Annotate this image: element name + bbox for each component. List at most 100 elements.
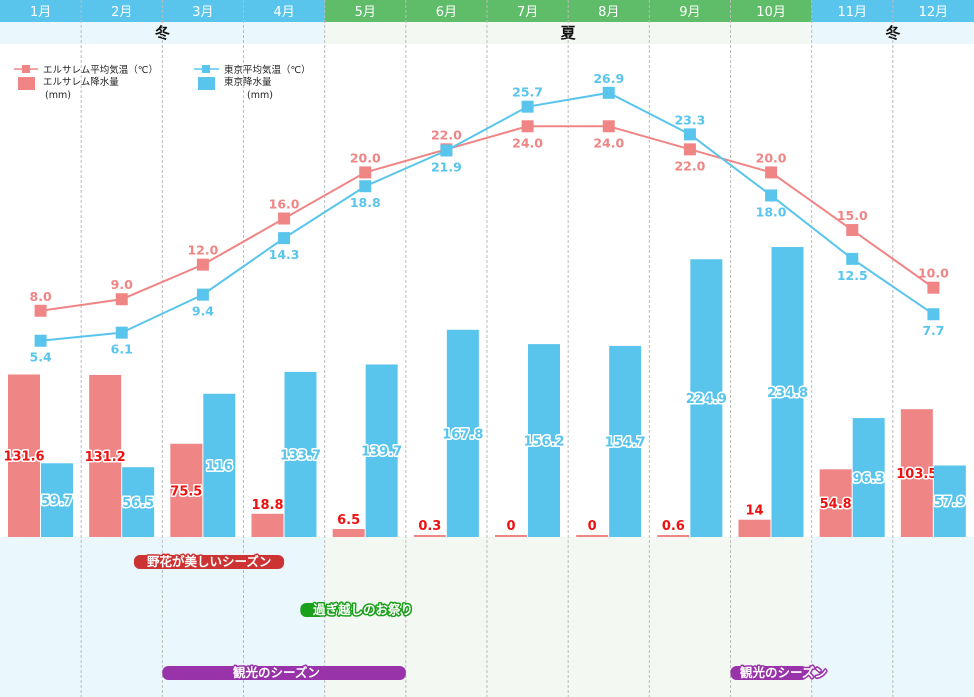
event-bar bbox=[300, 603, 325, 617]
tokyo-temp-label: 23.3 bbox=[674, 112, 705, 127]
jerusalem-rain-bar bbox=[170, 443, 203, 537]
tokyo-temp-label: 7.7 bbox=[922, 323, 944, 338]
jerusalem-temp-point bbox=[115, 293, 128, 306]
legend-tok-rain: 東京降水量 bbox=[224, 76, 272, 88]
season-band-cell bbox=[892, 22, 974, 44]
jerusalem-rain-bar bbox=[495, 535, 527, 537]
tokyo-rain-bar bbox=[203, 393, 236, 537]
month-label: 4月 bbox=[273, 5, 294, 20]
tokyo-temp-point bbox=[115, 326, 128, 339]
season-band-cell bbox=[568, 22, 650, 44]
tokyo-rain-label: 57.9 bbox=[934, 495, 966, 510]
tokyo-temp-point bbox=[521, 100, 534, 113]
tokyo-temp-point bbox=[359, 180, 372, 193]
tokyo-temp-point bbox=[765, 189, 778, 202]
event-bar bbox=[133, 555, 285, 569]
month-header-cell bbox=[81, 0, 163, 22]
event-band-cell bbox=[405, 537, 488, 697]
jerusalem-rain-bar bbox=[576, 535, 609, 537]
legend-jer-rain-swatch bbox=[18, 77, 35, 90]
jerusalem-temp-point bbox=[278, 212, 291, 225]
season-band-cell bbox=[81, 22, 163, 44]
jerusalem-rain-bar bbox=[900, 409, 933, 537]
jerusalem-temp-label: 22.0 bbox=[674, 158, 705, 173]
tokyo-rain-bar bbox=[852, 418, 885, 537]
month-header-cell bbox=[162, 0, 244, 22]
tokyo-temp-point bbox=[278, 232, 291, 245]
month-header-cell bbox=[649, 0, 731, 22]
month-label: 1月 bbox=[30, 5, 51, 20]
legend-tok-temp: 東京平均気温（℃） bbox=[224, 64, 311, 76]
jerusalem-rain-label: 131.2 bbox=[85, 450, 126, 465]
event-band-cell bbox=[487, 537, 569, 697]
tokyo-rain-label: 167.8 bbox=[442, 427, 483, 442]
jerusalem-rain-label: 6.5 bbox=[337, 513, 360, 528]
month-label: 12月 bbox=[919, 5, 949, 20]
jerusalem-rain-label: 75.5 bbox=[170, 484, 202, 499]
season-band-cell bbox=[324, 22, 407, 44]
month-header-cell bbox=[324, 0, 407, 22]
jerusalem-temp-point bbox=[765, 166, 778, 179]
season-band-cell bbox=[405, 22, 488, 44]
tokyo-rain-bar bbox=[284, 371, 317, 537]
month-header-cell bbox=[730, 0, 813, 22]
jerusalem-temp-point bbox=[359, 166, 372, 179]
tokyo-temp-label: 18.8 bbox=[350, 195, 381, 210]
jerusalem-temp-point bbox=[34, 304, 47, 317]
jerusalem-temp-label: 12.0 bbox=[187, 243, 218, 258]
month-header: 1月 2月 3月 4月 5月 6月 7月 8月 9月 10月 11月 12月 bbox=[0, 0, 974, 22]
tokyo-temp-point bbox=[683, 128, 696, 141]
jerusalem-temp-point bbox=[521, 120, 534, 133]
tokyo-temp-label: 21.9 bbox=[431, 159, 462, 174]
event-band-cell bbox=[892, 537, 974, 697]
tokyo-rain-bar bbox=[365, 364, 398, 537]
month-label: 2月 bbox=[111, 5, 132, 20]
month-label: 5月 bbox=[355, 5, 376, 20]
jerusalem-temp-label: 15.0 bbox=[837, 208, 868, 223]
season-band-cell bbox=[243, 22, 326, 44]
jerusalem-rain-bar bbox=[738, 519, 771, 537]
tokyo-rain-label: 96.3 bbox=[853, 472, 885, 487]
event-label: 観光のシーズン bbox=[740, 665, 827, 680]
jerusalem-rain-bar bbox=[413, 535, 446, 537]
jerusalem-temp-label: 20.0 bbox=[350, 150, 381, 165]
jerusalem-temp-label: 9.0 bbox=[111, 277, 133, 292]
jerusalem-rain-label: 18.8 bbox=[251, 498, 283, 513]
event-band-cell bbox=[568, 537, 650, 697]
jerusalem-rain-bar bbox=[8, 374, 40, 537]
tokyo-rain-label: 56.5 bbox=[122, 496, 154, 511]
jerusalem-temp-label: 10.0 bbox=[918, 266, 949, 281]
season-band-cell bbox=[0, 22, 82, 44]
jerusalem-rain-bar bbox=[251, 513, 284, 537]
tokyo-rain-bar bbox=[122, 467, 155, 537]
tokyo-temp-label: 9.4 bbox=[192, 304, 214, 319]
jerusalem-temp-line bbox=[40, 125, 934, 312]
jerusalem-rain-bar bbox=[657, 535, 690, 537]
jerusalem-rain-bar bbox=[819, 469, 852, 537]
rain-bars: 131.6 131.2 75.5 18.8 6.5 0.3 0 0 0.6 14 54.8 103.5… bbox=[2, 247, 967, 537]
legend: エルサレム平均気温（℃） エルサレム降水量 (mm) 東京平均気温（℃） 東京降… bbox=[14, 64, 311, 101]
tokyo-rain-label: 154.7 bbox=[605, 435, 646, 450]
jerusalem-temp-label: 24.0 bbox=[593, 135, 624, 150]
tokyo-rain-bar bbox=[446, 329, 479, 537]
jerusalem-rain-label: 0.3 bbox=[418, 519, 441, 534]
tokyo-rain-bar bbox=[690, 259, 723, 537]
month-header-cell bbox=[243, 0, 326, 22]
jerusalem-temp-label: 8.0 bbox=[30, 289, 52, 304]
jerusalem-rain-label: 54.8 bbox=[820, 497, 852, 512]
jerusalem-rain-bar bbox=[89, 374, 122, 537]
tokyo-rain-label: 224.9 bbox=[686, 392, 727, 407]
jerusalem-rain-label: 103.5 bbox=[896, 467, 937, 482]
tokyo-rain-bar bbox=[528, 344, 560, 537]
tokyo-rain-label: 59.7 bbox=[41, 494, 73, 509]
season-band-cell bbox=[730, 22, 813, 44]
event-label: 過ぎ越しのお祭り bbox=[312, 602, 413, 617]
month-label: 8月 bbox=[598, 5, 619, 20]
legend-jer-temp: エルサレム平均気温（℃） bbox=[43, 64, 158, 76]
tokyo-temp-point bbox=[196, 288, 209, 301]
month-header-cell bbox=[0, 0, 82, 22]
legend-jer-rain: エルサレム降水量 bbox=[43, 76, 119, 88]
event-band-cell bbox=[649, 537, 731, 697]
